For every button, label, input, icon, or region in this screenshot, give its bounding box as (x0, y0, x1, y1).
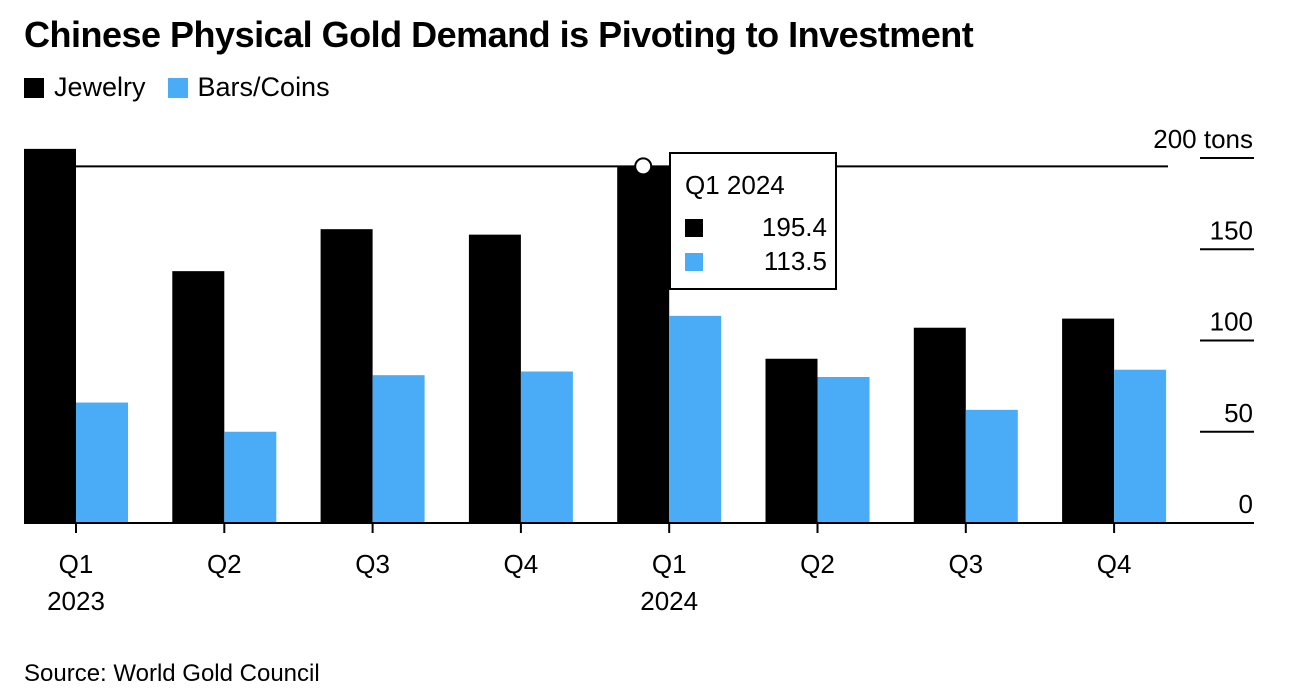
bar-bars-coins-2 (372, 375, 425, 523)
x-tick-label-4: Q1 (652, 549, 687, 579)
legend-swatch-bars-coins (167, 77, 188, 98)
y-tick-label-200: 200 tons (1153, 124, 1253, 154)
legend-label-jewelry: Jewelry (54, 72, 146, 102)
y-tick-label-0: 0 (1239, 489, 1253, 519)
legend-item-bars-coins: Bars/Coins (167, 72, 330, 103)
x-tick-label-0: Q1 (59, 549, 94, 579)
tooltip-row-jewelry: 195.4 (685, 212, 827, 243)
y-tick-label-50: 50 (1224, 398, 1253, 428)
bar-jewelry-1 (172, 271, 225, 523)
bar-jewelry-3 (468, 234, 521, 523)
chart-title: Chinese Physical Gold Demand is Pivoting… (24, 14, 974, 55)
tooltip-swatch-jewelry (685, 218, 703, 237)
highlight-marker (634, 157, 653, 176)
bar-jewelry-0 (24, 148, 76, 523)
x-year-label-0: 2023 (47, 586, 105, 616)
tooltip-value-jewelry: 195.4 (761, 212, 827, 242)
bar-bars-coins-6 (965, 409, 1018, 523)
bar-bars-coins-5 (817, 377, 870, 523)
x-tick-label-2: Q3 (355, 549, 390, 579)
y-tick-label-150: 150 (1210, 215, 1253, 245)
x-tick-label-6: Q3 (948, 549, 983, 579)
y-tick-label-100: 100 (1210, 307, 1253, 337)
source-note: Source: World Gold Council (24, 660, 320, 687)
legend: Jewelry Bars/Coins (24, 72, 352, 103)
bar-bars-coins-7 (1114, 369, 1167, 523)
legend-swatch-jewelry (24, 77, 44, 98)
bar-jewelry-7 (1062, 318, 1115, 523)
legend-label-bars-coins: Bars/Coins (197, 72, 330, 102)
bar-bars-coins-1 (224, 431, 277, 523)
bar-jewelry-4 (617, 166, 670, 523)
x-tick-label-5: Q2 (800, 549, 835, 579)
bar-bars-coins-4 (669, 315, 722, 523)
tooltip-row-bars-coins: 113.5 (685, 246, 827, 277)
x-tick-label-7: Q4 (1097, 549, 1132, 579)
tooltip-value-bars-coins: 113.5 (763, 246, 827, 276)
tooltip-swatch-bars-coins (685, 252, 703, 271)
legend-item-jewelry: Jewelry (24, 72, 146, 103)
bar-bars-coins-3 (520, 371, 573, 523)
tooltip-title: Q1 2024 (685, 170, 785, 200)
bar-jewelry-6 (913, 327, 966, 523)
x-year-label-4: 2024 (640, 586, 698, 616)
bar-bars-coins-0 (76, 402, 128, 523)
bar-jewelry-2 (320, 229, 373, 524)
chart-tooltip: Q1 2024 195.4 113.5 (669, 152, 837, 290)
bar-jewelry-5 (765, 358, 818, 523)
x-tick-label-1: Q2 (207, 549, 242, 579)
x-tick-label-3: Q4 (504, 549, 539, 579)
